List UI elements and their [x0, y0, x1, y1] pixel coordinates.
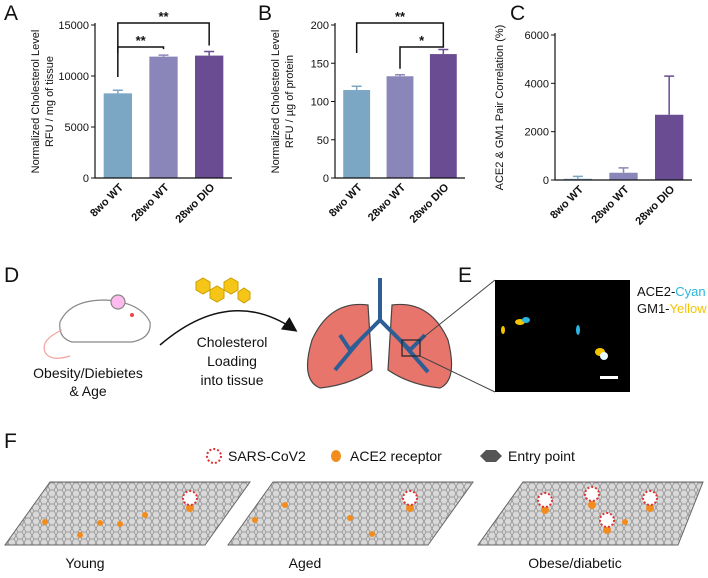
mouse-caption: Obesity/Diebietes — [33, 365, 143, 381]
arrow-caption: into tissue — [200, 372, 263, 388]
y-axis-label: ACE2 & GM1 Pair Correlation (%) — [494, 25, 506, 191]
axes — [554, 33, 692, 181]
condition-label: Obese/diabetic — [528, 555, 621, 571]
zoom-line — [419, 355, 496, 393]
arrow-caption: Cholesterol — [197, 334, 268, 350]
e-legend-entry: ACE2-Cyan — [637, 284, 706, 299]
e-legend-name: ACE2- — [637, 284, 675, 299]
significance-label: * — [419, 33, 425, 48]
y-tick-label: 0 — [543, 175, 549, 187]
y-tick-label: 200 — [311, 20, 329, 32]
bar — [429, 54, 457, 178]
y-axis-label: RFU / mg of tissue — [44, 56, 56, 147]
x-tick-label: 8wo WT — [548, 183, 586, 221]
f-legend-label: SARS-CoV2 — [228, 448, 306, 464]
microscopy-image — [495, 280, 630, 392]
bar — [195, 55, 224, 178]
bar — [343, 90, 371, 178]
e-legend-color: Yellow — [670, 301, 708, 316]
significance-label: ** — [158, 9, 169, 24]
y-tick-label: 150 — [311, 58, 329, 70]
bar — [386, 76, 414, 178]
bar — [563, 178, 592, 180]
y-tick-label: 5000 — [65, 122, 89, 134]
condition-label: Young — [65, 555, 104, 571]
y-tick-label: 0 — [323, 173, 329, 185]
legend-icons — [206, 448, 502, 464]
significance-bracket — [117, 22, 210, 53]
error-bar — [572, 175, 583, 179]
error-bar — [618, 167, 629, 173]
panel-label: D — [4, 264, 19, 287]
arrow-caption: Loading — [207, 353, 257, 369]
x-tick-label: 28wo WT — [589, 183, 631, 225]
y-tick-label: 15000 — [58, 20, 89, 32]
arrow — [159, 310, 298, 346]
mouse-drawing — [43, 294, 151, 359]
f-legend-label: ACE2 receptor — [350, 448, 442, 464]
axes — [94, 23, 232, 179]
zoom-line — [419, 279, 496, 341]
significance-label: ** — [136, 33, 147, 48]
e-legend-name: GM1- — [637, 301, 670, 316]
significance-bracket — [399, 43, 445, 69]
x-tick-label: 28wo WT — [366, 181, 408, 223]
condition-label: Aged — [289, 555, 322, 571]
y-tick-label: 2000 — [525, 127, 549, 139]
x-tick-label: 28wo WT — [129, 181, 171, 223]
y-axis-label: RFU / µg of protein — [284, 55, 296, 148]
membranes — [4, 481, 704, 546]
bar — [655, 114, 684, 180]
y-tick-label: 0 — [83, 173, 89, 185]
error-bar — [158, 54, 169, 57]
y-axis-label: Normalized Cholesterol Level — [30, 30, 42, 174]
y-tick-label: 10000 — [58, 71, 89, 83]
y-tick-label: 50 — [317, 135, 329, 147]
bar — [149, 56, 178, 179]
e-legend-entry: GM1-Yellow — [637, 301, 707, 316]
axes — [334, 23, 465, 179]
x-tick-label: 28wo DIO — [633, 183, 677, 227]
error-bar — [112, 89, 123, 94]
bar — [103, 93, 132, 178]
y-tick-label: 4000 — [525, 78, 549, 90]
x-tick-label: 28wo DIO — [173, 181, 217, 225]
error-bar — [395, 73, 405, 77]
y-tick-label: 100 — [311, 97, 329, 109]
significance-label: ** — [395, 9, 406, 24]
x-tick-label: 8wo WT — [327, 181, 365, 219]
lung-drawing — [306, 278, 453, 389]
cholesterol-molecule — [195, 277, 251, 304]
y-axis-label: Normalized Cholesterol Level — [270, 30, 282, 174]
mouse-caption: & Age — [69, 383, 107, 399]
panel-label: E — [458, 264, 472, 287]
error-bar — [204, 50, 215, 56]
significance-bracket — [117, 46, 165, 77]
x-tick-label: 8wo WT — [88, 181, 126, 219]
panel-label: A — [4, 2, 18, 25]
f-legend-label: Entry point — [508, 448, 575, 464]
significance-bracket — [355, 22, 445, 53]
panel-label: C — [510, 2, 525, 25]
e-legend: ACE2-Cyan GM1-Yellow — [637, 284, 707, 316]
panel-label: F — [4, 430, 17, 453]
x-tick-label: 28wo DIO — [408, 181, 452, 225]
error-bar — [438, 48, 449, 55]
error-bar — [664, 75, 675, 115]
error-bar — [351, 85, 362, 91]
y-tick-label: 6000 — [525, 30, 549, 42]
panel-label: B — [258, 2, 272, 25]
bar — [609, 172, 638, 180]
e-legend-color: Cyan — [675, 284, 705, 299]
